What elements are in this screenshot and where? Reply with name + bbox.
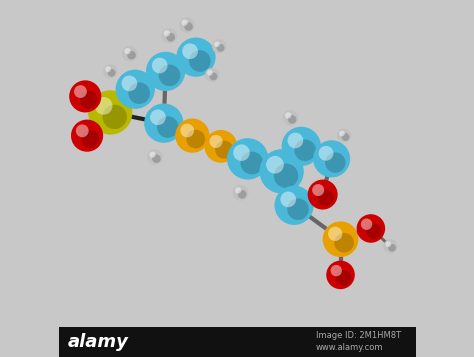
Circle shape: [82, 130, 99, 148]
Circle shape: [186, 130, 205, 149]
Circle shape: [361, 218, 372, 230]
Circle shape: [176, 37, 216, 77]
Circle shape: [175, 119, 210, 153]
Circle shape: [319, 146, 334, 161]
Circle shape: [182, 44, 198, 59]
Circle shape: [147, 149, 163, 165]
Circle shape: [210, 72, 218, 80]
Circle shape: [339, 131, 345, 136]
Circle shape: [334, 233, 354, 253]
Circle shape: [233, 185, 248, 201]
Circle shape: [233, 144, 250, 161]
Circle shape: [312, 184, 324, 196]
Circle shape: [150, 110, 166, 125]
Circle shape: [179, 17, 195, 33]
Circle shape: [282, 127, 321, 166]
Circle shape: [274, 186, 314, 225]
Circle shape: [88, 90, 132, 135]
Circle shape: [144, 104, 183, 143]
Circle shape: [285, 112, 292, 119]
Circle shape: [212, 39, 226, 54]
Circle shape: [95, 97, 112, 115]
Circle shape: [121, 76, 137, 91]
Circle shape: [152, 58, 168, 74]
Circle shape: [103, 64, 118, 79]
Text: alamy: alamy: [67, 333, 128, 351]
Circle shape: [342, 133, 349, 141]
Circle shape: [76, 125, 89, 137]
Circle shape: [207, 70, 213, 76]
Circle shape: [227, 138, 268, 180]
Circle shape: [283, 110, 299, 126]
Circle shape: [146, 52, 185, 91]
Circle shape: [330, 265, 342, 276]
Circle shape: [288, 115, 296, 124]
Circle shape: [116, 70, 155, 109]
Circle shape: [326, 261, 355, 289]
Circle shape: [288, 133, 303, 149]
Circle shape: [325, 152, 346, 173]
Circle shape: [128, 82, 150, 104]
Circle shape: [149, 152, 155, 158]
Circle shape: [287, 198, 309, 220]
Circle shape: [388, 244, 396, 252]
Circle shape: [159, 65, 180, 86]
Circle shape: [184, 22, 193, 31]
Circle shape: [318, 189, 334, 206]
Circle shape: [266, 156, 284, 174]
Circle shape: [259, 149, 304, 193]
Circle shape: [105, 66, 111, 72]
Circle shape: [385, 241, 391, 247]
Circle shape: [204, 130, 237, 163]
Circle shape: [214, 41, 220, 47]
Circle shape: [356, 214, 385, 243]
Circle shape: [274, 164, 298, 188]
Circle shape: [161, 28, 177, 44]
Circle shape: [336, 270, 351, 286]
Circle shape: [166, 33, 175, 42]
Circle shape: [182, 20, 188, 26]
Circle shape: [69, 80, 101, 112]
Circle shape: [80, 91, 97, 109]
Circle shape: [240, 152, 263, 175]
Circle shape: [102, 105, 127, 129]
Circle shape: [235, 187, 241, 193]
Circle shape: [152, 154, 161, 163]
Text: Image ID: 2M1HM8T
www.alamy.com: Image ID: 2M1HM8T www.alamy.com: [316, 331, 401, 352]
Circle shape: [366, 223, 382, 239]
Circle shape: [337, 129, 351, 143]
Circle shape: [205, 68, 219, 82]
Circle shape: [281, 191, 296, 207]
Circle shape: [313, 140, 350, 177]
Circle shape: [127, 51, 136, 60]
Circle shape: [189, 50, 210, 72]
Circle shape: [74, 85, 87, 98]
Circle shape: [323, 221, 358, 257]
Bar: [58, 327, 416, 357]
Circle shape: [308, 180, 337, 210]
Circle shape: [215, 141, 233, 159]
Circle shape: [122, 46, 138, 61]
Circle shape: [71, 120, 103, 152]
Circle shape: [383, 239, 398, 253]
Circle shape: [124, 48, 131, 54]
Circle shape: [157, 116, 179, 138]
Circle shape: [164, 30, 170, 36]
Circle shape: [217, 44, 225, 52]
Circle shape: [238, 190, 246, 199]
Circle shape: [210, 135, 223, 148]
Circle shape: [328, 227, 342, 241]
Circle shape: [294, 140, 316, 161]
Circle shape: [108, 69, 116, 77]
Circle shape: [181, 124, 194, 137]
